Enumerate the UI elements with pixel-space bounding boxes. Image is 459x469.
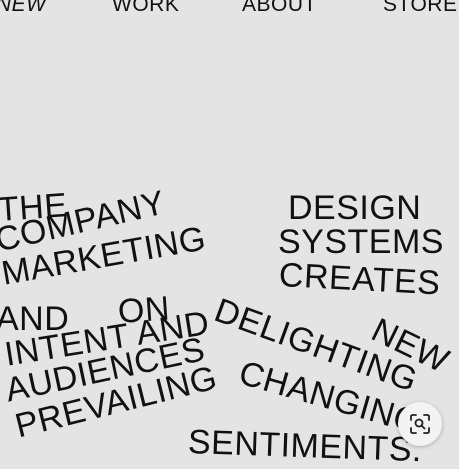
- nav-link-work[interactable]: WORK: [112, 0, 180, 16]
- nav-link-store[interactable]: STORE: [383, 0, 458, 16]
- word-systems: SYSTEMS: [278, 223, 444, 261]
- nav-link-new[interactable]: NEW: [0, 0, 47, 16]
- zoom-scan-icon: [410, 414, 430, 434]
- word-and: AND: [0, 300, 70, 338]
- top-navigation: NEW WORK ABOUT STORE: [0, 0, 459, 16]
- word-design: DESIGN: [288, 189, 422, 227]
- word-creates: CREATES: [278, 256, 442, 303]
- zoom-button[interactable]: [398, 402, 442, 446]
- nav-link-about[interactable]: ABOUT: [242, 0, 317, 16]
